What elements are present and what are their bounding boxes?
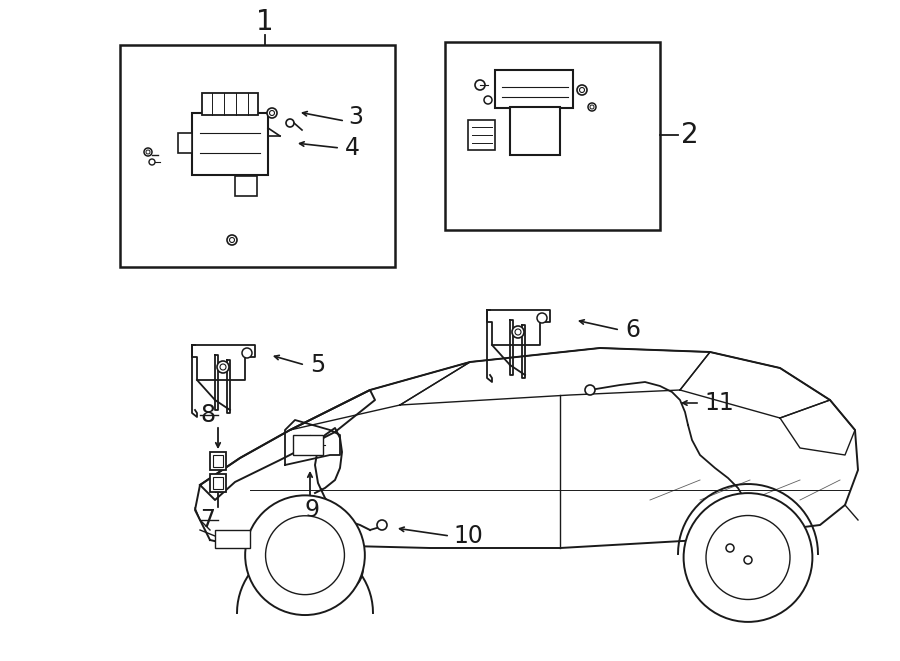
Text: 1: 1 (256, 8, 274, 36)
Circle shape (512, 326, 524, 338)
Circle shape (144, 148, 152, 156)
Circle shape (286, 119, 294, 127)
Circle shape (269, 110, 274, 116)
Circle shape (217, 361, 229, 373)
Bar (210, 452, 226, 470)
Circle shape (726, 544, 734, 552)
Circle shape (484, 96, 492, 104)
Bar (235, 176, 257, 196)
Circle shape (245, 495, 364, 615)
Bar (445, 42, 660, 230)
Circle shape (590, 105, 594, 109)
Bar (192, 113, 268, 175)
Circle shape (230, 237, 235, 243)
Circle shape (220, 364, 226, 370)
Text: 9: 9 (305, 498, 320, 522)
Bar (495, 70, 573, 108)
Circle shape (744, 556, 752, 564)
Bar (178, 133, 192, 153)
Circle shape (266, 516, 345, 595)
Circle shape (267, 108, 277, 118)
Circle shape (227, 235, 237, 245)
Text: 10: 10 (453, 524, 483, 548)
Text: 3: 3 (348, 105, 363, 129)
Circle shape (475, 80, 485, 90)
Bar (120, 45, 395, 267)
Bar (213, 477, 223, 489)
Text: 6: 6 (625, 318, 640, 342)
Circle shape (149, 159, 155, 165)
Bar (202, 93, 258, 115)
Circle shape (242, 348, 252, 358)
Text: 7: 7 (200, 508, 215, 532)
Bar (210, 474, 226, 492)
Text: 11: 11 (704, 391, 734, 415)
Text: 5: 5 (310, 353, 325, 377)
Circle shape (585, 385, 595, 395)
Circle shape (537, 313, 547, 323)
Bar (213, 455, 223, 467)
Circle shape (706, 516, 790, 600)
Text: 2: 2 (681, 121, 698, 149)
Bar (215, 530, 250, 548)
Circle shape (588, 103, 596, 111)
Bar (468, 120, 495, 150)
Circle shape (580, 87, 584, 93)
Circle shape (515, 329, 521, 335)
Circle shape (577, 85, 587, 95)
Circle shape (684, 493, 813, 622)
Circle shape (377, 520, 387, 530)
Bar (293, 435, 323, 455)
Text: 8: 8 (200, 403, 215, 427)
Text: 4: 4 (345, 136, 360, 160)
Bar (510, 107, 560, 155)
Circle shape (146, 150, 150, 154)
